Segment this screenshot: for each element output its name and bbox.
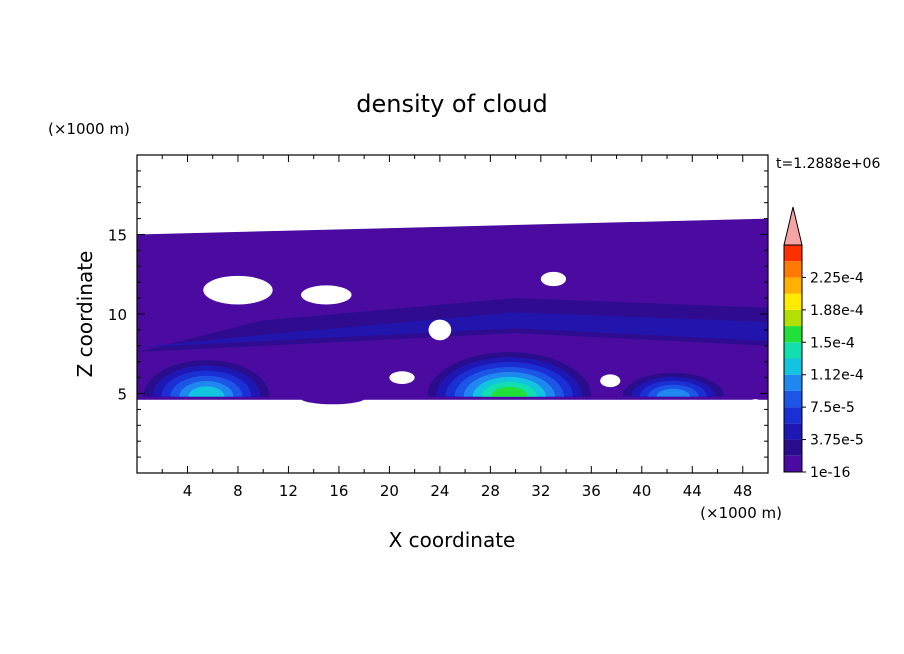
y-tick-label: 15 xyxy=(108,227,127,245)
convective-cell xyxy=(143,360,270,397)
clear-air-pocket xyxy=(540,271,567,287)
convective-cell xyxy=(427,352,592,397)
y-tick-label: 10 xyxy=(108,306,127,324)
x-tick-label: 44 xyxy=(683,482,702,500)
colorbar-segment xyxy=(784,358,802,375)
x-tick-label: 36 xyxy=(582,482,601,500)
y-unit-label: (×1000 m) xyxy=(48,120,130,138)
colorbar-segment xyxy=(784,245,802,262)
colorbar: 1e-16 3.75e-5 7.5e-5 1.12e-4 1.5e-4 1.88e-4 2.… xyxy=(783,206,864,481)
colorbar-label: 1e-16 xyxy=(810,465,850,481)
cloud-density-field xyxy=(137,218,768,473)
x-tick-label: 24 xyxy=(430,482,449,500)
time-label: t=1.2888e+06 xyxy=(776,156,880,172)
colorbar-segment xyxy=(784,261,802,278)
colorbar-segment xyxy=(784,342,802,359)
colorbar-segment xyxy=(784,390,802,408)
x-tick-label: 48 xyxy=(733,482,752,500)
colorbar-label: 3.75e-5 xyxy=(810,433,864,449)
colorbar-segment xyxy=(784,439,802,456)
colorbar-segment xyxy=(784,407,802,424)
x-tick-label: 32 xyxy=(531,482,550,500)
y-tick-label: 5 xyxy=(117,386,127,404)
cloud-layer-band xyxy=(137,312,768,348)
colorbar-segment xyxy=(784,374,802,391)
cloud-fragment xyxy=(300,392,365,405)
clear-air-pocket xyxy=(428,319,452,341)
clear-air-pocket xyxy=(301,285,352,305)
colorbar-segment xyxy=(784,309,802,327)
colorbar-label: 1.88e-4 xyxy=(810,303,864,319)
cell-contour xyxy=(656,388,691,397)
x-tick-label: 40 xyxy=(632,482,651,500)
cell-contour xyxy=(491,386,528,397)
y-axis-label: Z coordinate xyxy=(73,251,97,378)
colorbar-segment xyxy=(784,326,802,343)
x-tick-label: 16 xyxy=(329,482,348,500)
y-axis: 5 10 15 xyxy=(108,170,768,458)
chart-title: density of cloud xyxy=(356,90,547,118)
convective-cell xyxy=(622,372,724,397)
colorbar-frame xyxy=(783,244,803,473)
colorbar-segment xyxy=(784,423,802,440)
colorbar-label: 1.5e-4 xyxy=(810,335,855,351)
colorbar-label: 2.25e-4 xyxy=(810,270,864,286)
colorbar-over-triangle xyxy=(783,206,803,246)
x-tick-label: 20 xyxy=(380,482,399,500)
colorbar-segment xyxy=(784,277,802,294)
x-tick-label: 4 xyxy=(183,482,193,500)
x-tick-label: 12 xyxy=(279,482,298,500)
x-tick-label: 28 xyxy=(481,482,500,500)
colorbar-label: 7.5e-5 xyxy=(810,400,855,416)
colorbar-segment xyxy=(784,293,802,310)
colorbar-label: 1.12e-4 xyxy=(810,368,864,384)
clear-air-pocket xyxy=(600,374,621,388)
x-axis: 4 8 12 16 20 24 28 32 36 40 44 48 xyxy=(161,155,752,500)
cell-contour xyxy=(188,386,225,397)
x-tick-label: 8 xyxy=(233,482,243,500)
clear-air-pocket xyxy=(389,371,415,384)
x-axis-label: X coordinate xyxy=(389,528,516,552)
x-unit-label: (×1000 m) xyxy=(700,504,782,522)
clear-air-below xyxy=(137,399,768,473)
clear-air-pocket xyxy=(203,275,273,305)
colorbar-segment xyxy=(784,455,802,472)
